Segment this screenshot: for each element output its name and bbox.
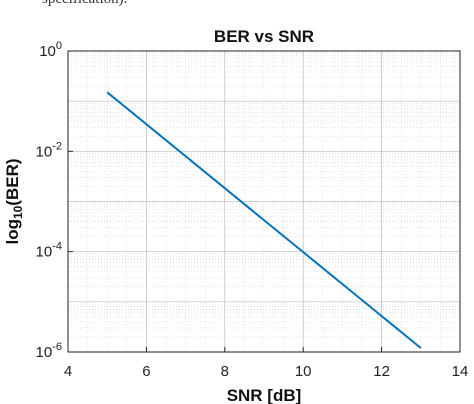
y-tick-label: 10-2 xyxy=(36,140,62,160)
y-axis-label-subscript: 10 xyxy=(11,205,25,219)
y-tick-label: 100 xyxy=(39,40,62,60)
plot-frame xyxy=(67,50,461,353)
x-tick-label: 6 xyxy=(142,363,150,380)
y-tick-label: 10-6 xyxy=(36,341,62,361)
y-tick-label: 10-4 xyxy=(36,241,62,261)
y-axis-label-suffix: (BER) xyxy=(3,158,22,205)
series-group xyxy=(106,91,422,349)
x-axis-label: SNR [dB] xyxy=(227,386,302,404)
x-tick-label: 4 xyxy=(64,363,72,380)
x-tick-label: 8 xyxy=(221,363,229,380)
caption-fragment: specification). xyxy=(0,0,474,11)
chart-title: BER vs SNR xyxy=(214,27,314,46)
x-tick-label: 10 xyxy=(295,363,312,380)
series-line xyxy=(106,91,422,349)
x-tick-label: 14 xyxy=(452,363,469,380)
y-axis-label: log10(BER) xyxy=(3,158,25,244)
y-axis-label-prefix: log xyxy=(3,219,22,245)
grid xyxy=(67,50,461,353)
axis-ticks: 4 6 8 10 12 14 100 10-2 10-4 10-6 xyxy=(36,40,469,380)
x-tick-label: 12 xyxy=(373,363,390,380)
